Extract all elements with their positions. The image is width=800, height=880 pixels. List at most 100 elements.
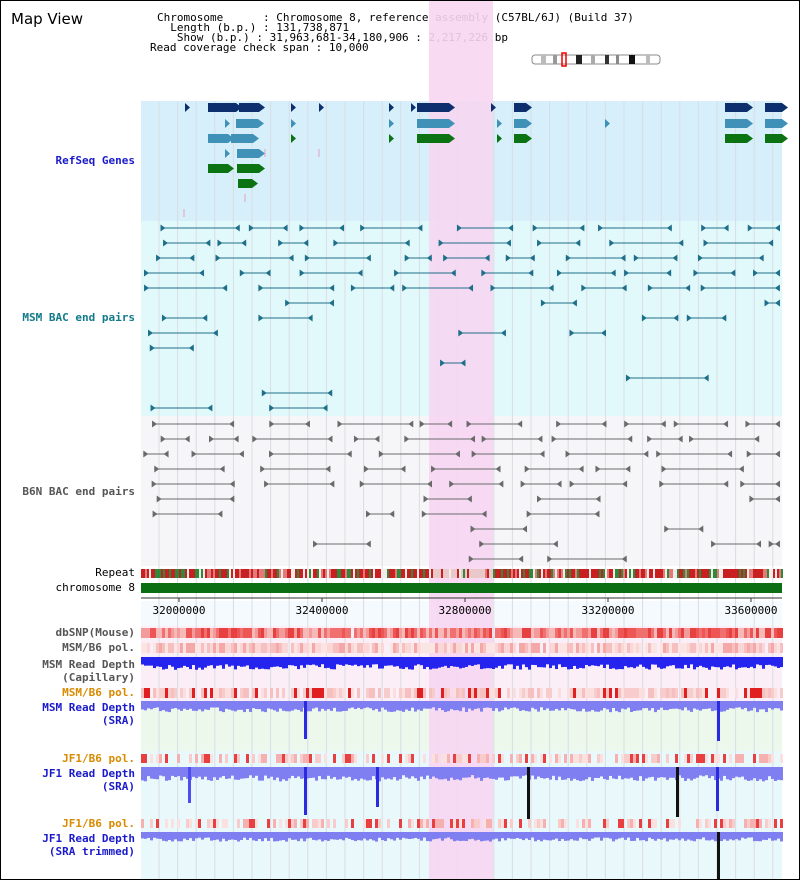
msm-bac-end-pair[interactable] — [285, 299, 334, 307]
msm-bac-end-pair[interactable] — [160, 224, 240, 232]
msm-bac-end-pair[interactable] — [532, 224, 585, 232]
refseq-gene-marker[interactable] — [605, 119, 610, 128]
b6n-bac-end-pair[interactable] — [569, 480, 628, 488]
refseq-gene[interactable] — [725, 103, 753, 112]
b6n-bac-end-pair[interactable] — [656, 450, 733, 458]
msm-bac-end-pair[interactable] — [360, 224, 423, 232]
msm-bac-end-pair[interactable] — [540, 299, 577, 307]
b6n-bac-end-pair[interactable] — [264, 480, 335, 488]
refseq-gene-marker[interactable] — [497, 134, 502, 143]
b6n-bac-end-pair[interactable] — [151, 480, 235, 488]
msm-bac-end-pair[interactable] — [565, 254, 626, 262]
refseq-gene-marker[interactable] — [389, 103, 394, 112]
msm-bac-end-pair[interactable] — [269, 404, 328, 412]
refseq-gene[interactable] — [237, 149, 265, 158]
msm-bac-end-pair[interactable] — [581, 284, 627, 292]
msm-bac-end-pair[interactable] — [149, 344, 194, 352]
msm-bac-end-pair[interactable] — [624, 269, 672, 277]
b6n-bac-end-pair[interactable] — [749, 495, 780, 503]
msm-bac-end-pair[interactable] — [215, 254, 294, 262]
msm-bac-end-pair[interactable] — [404, 254, 432, 262]
msm-bac-end-pair[interactable] — [598, 224, 672, 232]
b6n-bac-end-pair[interactable] — [524, 465, 584, 473]
b6n-bac-end-pair[interactable] — [252, 435, 333, 443]
msm-bac-end-pair[interactable] — [700, 284, 780, 292]
b6n-bac-end-pair[interactable] — [449, 480, 504, 488]
b6n-bac-end-pair[interactable] — [160, 435, 190, 443]
msm-bac-end-pair[interactable] — [625, 374, 709, 382]
b6n-bac-end-pair[interactable] — [740, 480, 780, 488]
b6n-bac-end-pair[interactable] — [421, 510, 487, 518]
b6n-bac-end-pair[interactable] — [471, 450, 545, 458]
msm-bac-end-pair[interactable] — [394, 269, 456, 277]
msm-bac-end-pair[interactable] — [144, 284, 228, 292]
msm-bac-end-pair[interactable] — [144, 269, 205, 277]
refseq-gene[interactable] — [417, 103, 455, 112]
b6n-bac-end-pair[interactable] — [423, 495, 472, 503]
refseq-gene-marker[interactable] — [491, 103, 496, 112]
chromosome-ideogram[interactable] — [531, 52, 661, 67]
b6n-bac-end-pair[interactable] — [466, 420, 523, 428]
msm-bac-end-pair[interactable] — [258, 284, 335, 292]
msm-bac-end-pair[interactable] — [278, 239, 309, 247]
b6n-bac-end-pair[interactable] — [209, 435, 239, 443]
b6n-bac-end-pair[interactable] — [661, 465, 744, 473]
ideogram-position-marker[interactable] — [561, 52, 567, 67]
b6n-bac-end-pair[interactable] — [673, 420, 729, 428]
msm-bac-end-pair[interactable] — [697, 254, 764, 262]
b6n-bac-end-pair[interactable] — [404, 435, 475, 443]
refseq-gene-marker[interactable] — [291, 134, 296, 143]
refseq-gene[interactable] — [417, 119, 455, 128]
b6n-bac-end-pair[interactable] — [260, 465, 331, 473]
b6n-bac-end-pair[interactable] — [520, 480, 562, 488]
msm-bac-end-pair[interactable] — [261, 389, 333, 397]
msm-bac-end-pair[interactable] — [304, 254, 371, 262]
msm-bac-end-pair[interactable] — [163, 239, 211, 247]
b6n-bac-end-pair[interactable] — [479, 540, 558, 548]
b6n-bac-end-pair[interactable] — [659, 480, 729, 488]
b6n-bac-end-pair[interactable] — [470, 525, 528, 533]
msm-bac-end-pair[interactable] — [239, 269, 271, 277]
refseq-gene-marker[interactable] — [291, 103, 296, 112]
b6n-bac-end-pair[interactable] — [156, 495, 235, 503]
refseq-gene[interactable] — [231, 134, 259, 143]
b6n-bac-end-pair[interactable] — [556, 420, 607, 428]
refseq-gene[interactable] — [239, 103, 265, 112]
refseq-gene[interactable] — [514, 103, 532, 112]
refseq-gene-marker[interactable] — [411, 103, 416, 112]
b6n-bac-end-pair[interactable] — [337, 420, 414, 428]
b6n-bac-end-pair[interactable] — [624, 420, 666, 428]
b6n-bac-end-pair[interactable] — [143, 450, 169, 458]
b6n-bac-end-pair[interactable] — [745, 420, 780, 428]
refseq-gene[interactable] — [236, 119, 264, 128]
msm-bac-end-pair[interactable] — [443, 254, 490, 262]
b6n-bac-end-pair[interactable] — [565, 450, 649, 458]
b6n-bac-end-pair[interactable] — [551, 435, 633, 443]
refseq-gene-marker[interactable] — [389, 134, 394, 143]
msm-bac-end-pair[interactable] — [609, 239, 684, 247]
msm-bac-end-pair[interactable] — [299, 224, 345, 232]
b6n-bac-end-pair[interactable] — [468, 555, 524, 563]
msm-bac-end-pair[interactable] — [299, 269, 363, 277]
b6n-bac-end-pair[interactable] — [269, 450, 352, 458]
msm-bac-end-pair[interactable] — [438, 239, 511, 247]
refseq-gene[interactable] — [417, 134, 455, 143]
refseq-gene-marker[interactable] — [225, 149, 230, 158]
refseq-gene[interactable] — [514, 134, 532, 143]
msm-bac-end-pair[interactable] — [693, 269, 736, 277]
b6n-bac-end-pair[interactable] — [526, 510, 600, 518]
msm-bac-end-pair[interactable] — [764, 299, 780, 307]
msm-bac-end-pair[interactable] — [505, 254, 535, 262]
b6n-bac-end-pair[interactable] — [191, 450, 244, 458]
msm-bac-end-pair[interactable] — [402, 284, 474, 292]
b6n-bac-end-pair[interactable] — [481, 435, 543, 443]
b6n-bac-end-pair[interactable] — [152, 510, 223, 518]
msm-bac-end-pair[interactable] — [490, 284, 554, 292]
msm-bac-end-pair[interactable] — [150, 404, 213, 412]
msm-bac-end-pair[interactable] — [333, 239, 410, 247]
refseq-gene[interactable] — [765, 103, 788, 112]
msm-bac-end-pair[interactable] — [647, 284, 691, 292]
msm-bac-end-pair[interactable] — [248, 224, 288, 232]
msm-bac-end-pair[interactable] — [686, 314, 727, 322]
msm-bac-end-pair[interactable] — [701, 224, 729, 232]
